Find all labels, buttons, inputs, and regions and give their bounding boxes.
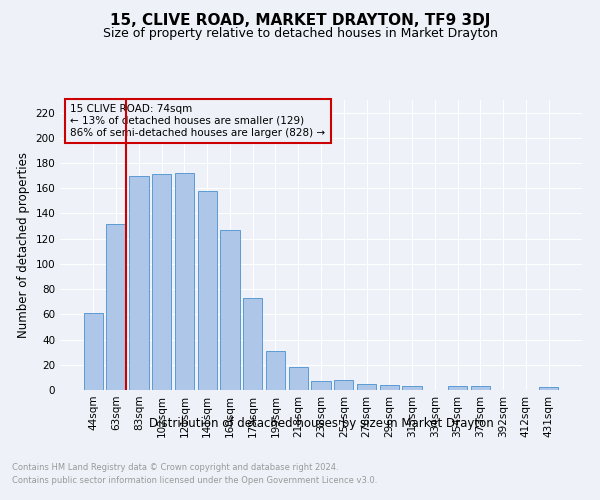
Bar [106,224,126,390]
Bar [448,386,467,390]
Bar [334,380,353,390]
Bar [266,351,285,390]
Bar [289,368,308,390]
Bar [220,230,239,390]
Text: Size of property relative to detached houses in Market Drayton: Size of property relative to detached ho… [103,28,497,40]
Text: 15 CLIVE ROAD: 74sqm
← 13% of detached houses are smaller (129)
86% of semi-deta: 15 CLIVE ROAD: 74sqm ← 13% of detached h… [70,104,326,138]
Text: Contains HM Land Registry data © Crown copyright and database right 2024.: Contains HM Land Registry data © Crown c… [12,464,338,472]
Bar [380,385,399,390]
Text: 15, CLIVE ROAD, MARKET DRAYTON, TF9 3DJ: 15, CLIVE ROAD, MARKET DRAYTON, TF9 3DJ [110,12,490,28]
Bar [129,176,149,390]
Bar [197,191,217,390]
Bar [84,313,103,390]
Bar [403,386,422,390]
Bar [311,381,331,390]
Y-axis label: Number of detached properties: Number of detached properties [17,152,30,338]
Bar [470,386,490,390]
Bar [175,173,194,390]
Bar [357,384,376,390]
Bar [539,388,558,390]
Text: Distribution of detached houses by size in Market Drayton: Distribution of detached houses by size … [149,418,493,430]
Text: Contains public sector information licensed under the Open Government Licence v3: Contains public sector information licen… [12,476,377,485]
Bar [152,174,172,390]
Bar [243,298,262,390]
